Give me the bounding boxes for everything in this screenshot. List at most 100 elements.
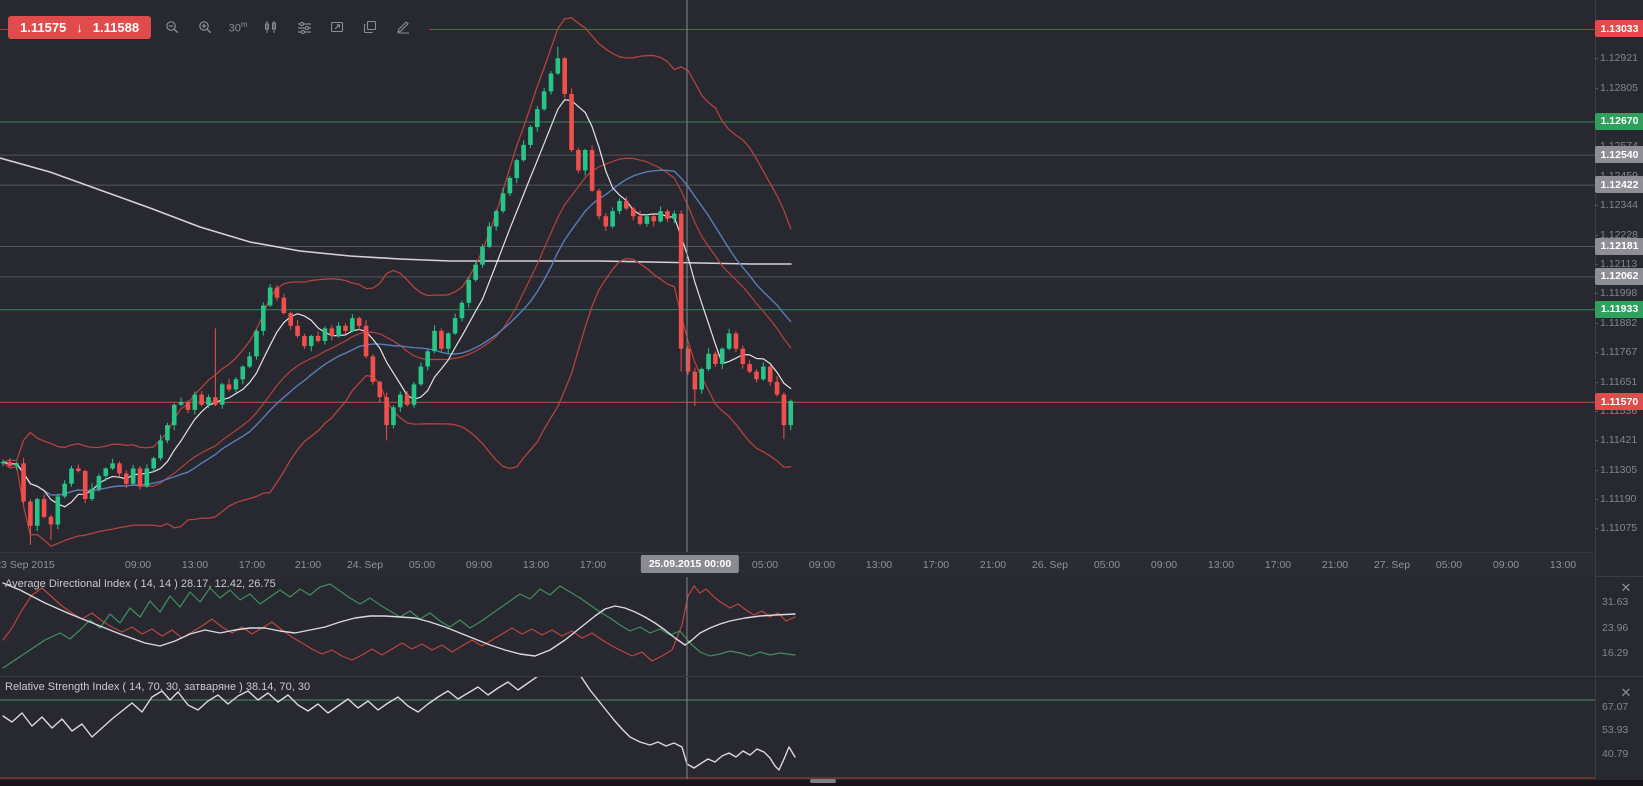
candle-body (562, 58, 567, 94)
candle-body (685, 348, 691, 372)
candle-body (569, 93, 574, 150)
time-tick-label: 13:00 (181, 559, 209, 571)
time-tick-label: 24. Sep (346, 559, 384, 571)
candle-body (459, 302, 465, 319)
candle-body (747, 363, 752, 372)
candle-body (274, 287, 280, 298)
candle-body (336, 325, 341, 336)
candle-body (391, 407, 396, 426)
candle-body (617, 200, 622, 212)
candle-body (589, 149, 595, 191)
candle-body (432, 330, 437, 352)
adx-line (2, 582, 796, 657)
price-axis[interactable]: 1.129211.128051.126901.125741.124591.123… (1594, 0, 1643, 780)
time-tick-label: 09:00 (808, 559, 836, 571)
candle-body (315, 335, 321, 342)
candle-body (555, 58, 561, 74)
time-tick-label: 13:00 (865, 559, 893, 571)
candle-body (733, 333, 739, 349)
candle-body (781, 394, 787, 426)
candle-body (117, 463, 122, 474)
chart-type-candles-icon[interactable] (259, 16, 283, 38)
candle-body (630, 208, 636, 217)
adx-axis-value: 31.63 (1602, 596, 1629, 608)
candle-body (82, 470, 88, 500)
time-tick-label: 23 Sep 2015 (0, 559, 55, 571)
candle-body (692, 371, 698, 390)
price-direction-down-icon: ↓ (76, 19, 83, 35)
zoom-out-icon[interactable] (160, 16, 184, 38)
price-badge-gray[interactable]: 1.12540 (1595, 146, 1643, 164)
candle-body (62, 483, 67, 497)
zoom-in-icon[interactable] (193, 16, 217, 38)
candle-body (7, 462, 13, 466)
time-axis[interactable]: 23 Sep 2015 09:00 13:00 17:00 21:00 24. Sep 05… (0, 552, 1595, 577)
price-badge-green: 1.11933 (1595, 300, 1643, 318)
rsi-axis-value: 53.93 (1602, 724, 1629, 736)
candle-body (624, 200, 629, 209)
candle-body (226, 384, 232, 390)
indicator-settings-icon[interactable] (292, 16, 316, 38)
price-tick-label: 1.11882 (1594, 316, 1638, 329)
time-tick-label: 27. Sep (1373, 559, 1411, 571)
candle-body (507, 178, 513, 194)
bollinger-lower-line (2, 257, 792, 547)
candle-body (267, 287, 273, 306)
candle-body (418, 366, 424, 385)
candle-body (151, 458, 156, 469)
quote-badge[interactable]: 1.11575 ↓ 1.11588 (8, 15, 152, 39)
candle-body (254, 330, 259, 357)
price-badge-gray[interactable]: 1.12062 (1595, 267, 1643, 285)
time-tick-label: 17:00 (579, 559, 607, 571)
time-tick-label: 09:00 (1150, 559, 1178, 571)
candle-body (247, 356, 252, 367)
candle-body (610, 211, 615, 227)
candle-body (644, 216, 650, 224)
candle-body (411, 384, 417, 405)
ma-fast-line (2, 99, 792, 508)
time-tick-label: 09:00 (1492, 559, 1520, 571)
candle-body (14, 463, 19, 466)
time-tick-label: 17:00 (1264, 559, 1292, 571)
time-tick-label: 05:00 (408, 559, 436, 571)
candle-body (576, 149, 581, 171)
price-tick-label: 1.11651 (1594, 375, 1638, 388)
candle-body (767, 366, 773, 382)
time-tick-label: 09:00 (465, 559, 493, 571)
candle-body (370, 356, 376, 382)
expand-chart-icon[interactable] (325, 16, 349, 38)
candle-body (124, 473, 129, 484)
candle-body (398, 394, 403, 408)
price-badge-gray[interactable]: 1.12181 (1595, 237, 1643, 255)
candle-body (726, 333, 732, 349)
candle-body (500, 193, 506, 212)
draw-tool-icon[interactable] (391, 16, 415, 38)
time-tick-label: 13:00 (1207, 559, 1235, 571)
candle-body (603, 216, 609, 227)
copy-chart-icon[interactable] (358, 16, 382, 38)
candle-body (761, 366, 766, 380)
candle-body (165, 425, 170, 441)
timeframe-30m[interactable]: 30m (228, 19, 248, 35)
candle-body (158, 440, 163, 459)
candle-body (521, 144, 526, 161)
candle-body (445, 333, 451, 349)
price-badge-gray[interactable]: 1.12422 (1595, 176, 1643, 194)
long-ma-line (0, 157, 792, 265)
candle-body (466, 279, 472, 303)
candle-body (110, 463, 115, 469)
adx-close-icon[interactable]: ✕ (1620, 580, 1632, 595)
candle-body (130, 468, 136, 484)
candle-body (0, 462, 6, 464)
candle-body (185, 402, 191, 410)
candle-body (706, 353, 711, 370)
candle-body (144, 468, 150, 487)
panel-resize-handle[interactable] (810, 779, 836, 783)
rsi-close-icon[interactable]: ✕ (1620, 685, 1632, 700)
price-badge-red: 1.13033 (1595, 20, 1643, 38)
ma-blue-line (2, 169, 792, 496)
price-tick-label: 1.11998 (1594, 287, 1638, 300)
rsi-line (2, 677, 796, 771)
candle-body (713, 353, 718, 364)
adx-panel-label: Average Directional Index ( 14, 14 ) 28.… (5, 578, 276, 590)
